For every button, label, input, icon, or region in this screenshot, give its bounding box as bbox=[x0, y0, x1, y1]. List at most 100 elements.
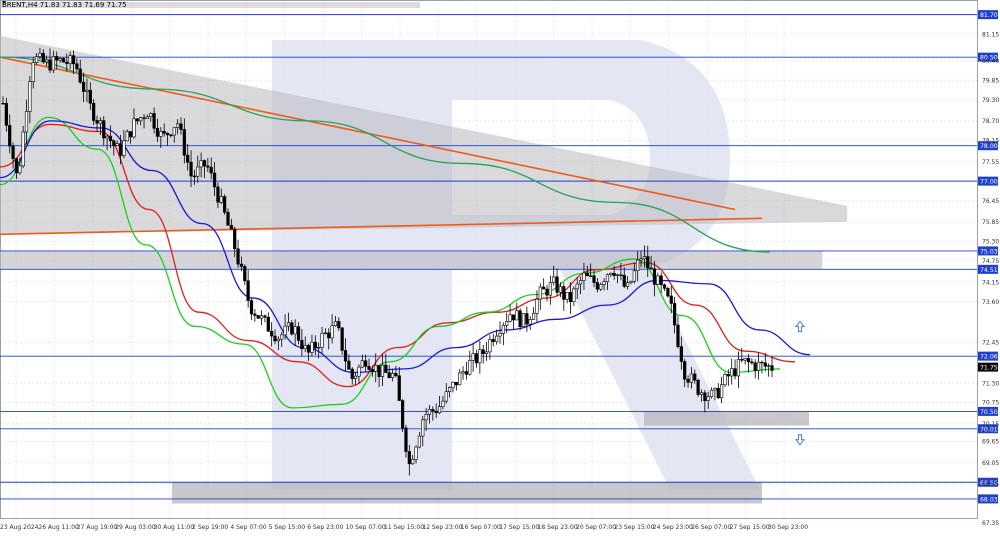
level-label-bg bbox=[978, 424, 998, 434]
candle-body bbox=[145, 116, 149, 119]
level-label-bg bbox=[978, 406, 998, 416]
candle-body bbox=[713, 388, 717, 391]
price-tick-label: 73.60 bbox=[982, 299, 999, 306]
candle-body bbox=[273, 335, 277, 342]
candle-body bbox=[48, 59, 52, 71]
candle-body bbox=[209, 166, 213, 174]
candle-body bbox=[488, 339, 492, 353]
candle-body bbox=[189, 161, 193, 177]
candle-body bbox=[458, 372, 462, 386]
candle-body bbox=[199, 160, 203, 168]
candle-body bbox=[310, 341, 314, 353]
candle-body bbox=[437, 406, 442, 414]
candle-body bbox=[88, 89, 92, 104]
candle-body bbox=[602, 281, 606, 285]
candle-body bbox=[548, 282, 552, 296]
candle-body bbox=[283, 325, 287, 336]
candle-body bbox=[303, 344, 307, 350]
candle-body bbox=[448, 387, 452, 393]
level-label: 81.70 bbox=[980, 12, 998, 19]
candle-body bbox=[135, 118, 139, 122]
level-label: 72.06 bbox=[980, 354, 998, 361]
price-tick-label: 78.70 bbox=[982, 118, 999, 125]
candle-body bbox=[253, 313, 257, 316]
candle-body bbox=[340, 327, 344, 351]
price-tick-label: 80.40 bbox=[982, 58, 999, 65]
candle-body bbox=[491, 339, 495, 342]
candle-body bbox=[320, 333, 324, 348]
candle-body bbox=[424, 414, 428, 421]
candle-body bbox=[313, 341, 317, 349]
candle-body bbox=[632, 270, 636, 282]
candle-body bbox=[582, 272, 586, 281]
time-tick-label: 20 Sep 07:00 bbox=[576, 524, 616, 531]
candle-body bbox=[249, 300, 254, 315]
candle-body bbox=[380, 364, 385, 377]
level-label: 80.50 bbox=[980, 55, 998, 62]
level-label: 77.00 bbox=[980, 179, 998, 186]
candle-body bbox=[659, 275, 663, 286]
candle-body bbox=[683, 361, 687, 380]
candle-body bbox=[367, 366, 371, 370]
candle-body bbox=[327, 332, 331, 339]
header-dropdown-icon[interactable] bbox=[2, 1, 6, 4]
candle-body bbox=[290, 322, 294, 335]
candle-body bbox=[176, 123, 180, 128]
price-tick-label: 78.15 bbox=[982, 138, 999, 145]
candle-body bbox=[92, 102, 96, 121]
candle-body bbox=[263, 315, 267, 318]
candle-body bbox=[374, 365, 378, 372]
candle-body bbox=[471, 353, 475, 361]
candle-body bbox=[333, 321, 338, 327]
candle-body bbox=[605, 274, 610, 282]
level-label-bg bbox=[978, 351, 998, 361]
candle-body bbox=[431, 409, 435, 412]
candle-body bbox=[740, 359, 744, 361]
candle-body bbox=[259, 315, 264, 319]
candle-body bbox=[558, 286, 563, 293]
candle-body bbox=[223, 196, 227, 213]
candle-body bbox=[760, 361, 764, 364]
candle-body bbox=[636, 259, 640, 271]
candle-body bbox=[112, 140, 116, 146]
candle-body bbox=[165, 132, 170, 136]
candle-body bbox=[756, 361, 761, 371]
zone-band-right bbox=[644, 411, 809, 426]
level-label-bg bbox=[978, 246, 998, 256]
moving-average-line bbox=[0, 116, 781, 409]
price-tick-label: 81.15 bbox=[982, 31, 999, 38]
candle-body bbox=[337, 321, 341, 329]
zone-band-lower bbox=[172, 482, 762, 504]
candle-body bbox=[41, 52, 45, 63]
time-tick-label: 26 Sep 07:00 bbox=[691, 524, 731, 531]
candle-body bbox=[68, 55, 72, 64]
candle-body bbox=[172, 127, 176, 136]
current-price-bg bbox=[978, 362, 998, 372]
candle-body bbox=[98, 120, 102, 124]
price-tick-label: 74.75 bbox=[982, 258, 999, 265]
candle-body bbox=[300, 340, 304, 350]
level-lines bbox=[0, 14, 977, 500]
price-tick-label: 79.85 bbox=[982, 77, 999, 84]
candle-body bbox=[619, 274, 623, 276]
moving-average-line bbox=[0, 123, 796, 388]
symbol-header: BRENT,H4 71.83 71.83 71.69 71.75 bbox=[2, 1, 127, 9]
candle-body bbox=[736, 359, 741, 377]
candle-body bbox=[330, 325, 334, 339]
candle-body bbox=[246, 280, 250, 301]
candle-body bbox=[730, 368, 734, 377]
level-label-bg bbox=[978, 477, 998, 487]
candle-body bbox=[196, 166, 200, 177]
candle-body bbox=[11, 145, 15, 160]
level-label-bg bbox=[978, 176, 998, 186]
candle-body bbox=[239, 263, 244, 267]
candle-body bbox=[555, 276, 559, 293]
time-tick-label: 27 Sep 15:00 bbox=[730, 524, 770, 531]
candle-body bbox=[535, 298, 539, 314]
candle-body bbox=[118, 143, 123, 156]
candle-body bbox=[518, 310, 522, 328]
candle-body bbox=[746, 357, 751, 363]
candle-body bbox=[323, 332, 327, 335]
